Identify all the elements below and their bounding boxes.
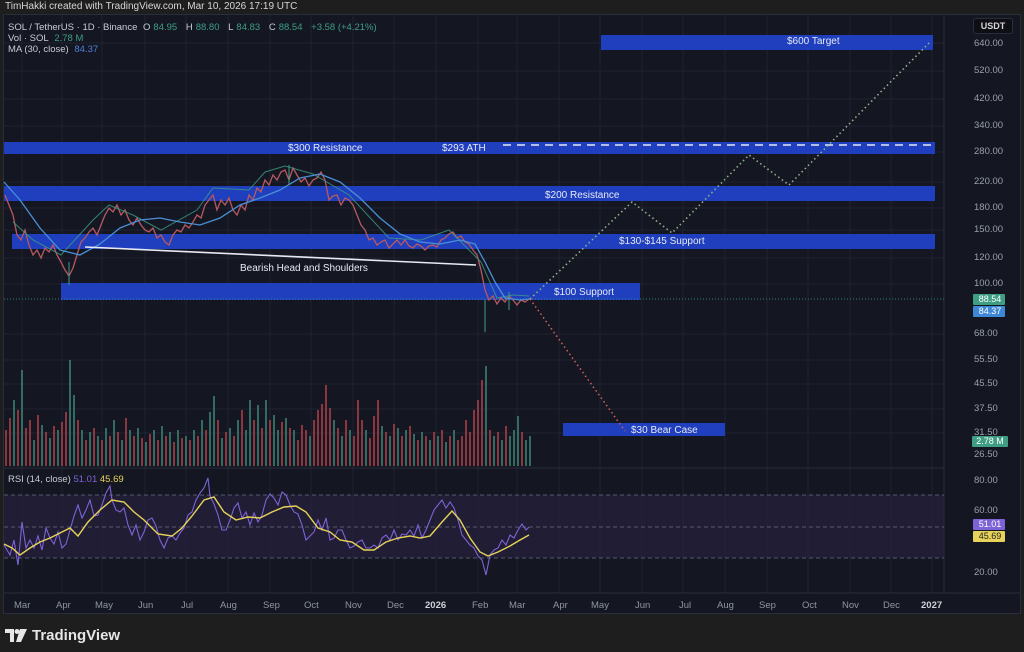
volume-tag: 2.78 M [976,436,1004,446]
rsi-value: 51.01 [73,474,98,485]
currency-button[interactable]: USDT [973,18,1013,34]
ma-row: MA (30, close) 84.37 [8,44,380,55]
zone-100-support [61,283,640,300]
tradingview-logo-text: TradingView [32,627,121,644]
rsi-ma-line [3,496,530,557]
volume-row: Vol · SOL 2.78 M [8,33,380,44]
label-300-resistance: $300 Resistance [288,143,363,154]
zone-200-resistance [4,186,935,201]
credit-text: TimHakki created with TradingView.com, M… [5,1,298,12]
rsi-label: RSI (14, close) [8,474,71,485]
tradingview-logo[interactable]: TradingView [5,627,120,644]
bear-projection-path [529,298,626,432]
volume-value: 2.78 M [54,33,84,44]
label-293-ath: $293 ATH [442,143,486,154]
price-axis[interactable]: 640.00 520.00 420.00 340.00 280.00 220.0… [974,38,1004,578]
label-130-145-support: $130-$145 Support [619,236,705,247]
label-200-resistance: $200 Resistance [545,190,620,201]
low-value: 84.83 [236,22,261,33]
rsi-legend[interactable]: RSI (14, close) 51.01 45.69 [8,474,124,485]
label-head-shoulders: Bearish Head and Shoulders [240,263,368,274]
volume-bars [5,360,531,466]
high-value: 88.80 [195,22,220,33]
change-value: +3.58 (+4.21%) [311,22,377,33]
tradingview-logo-icon [5,629,27,642]
rsi-ma-value: 45.69 [99,474,124,485]
head-shoulders-neckline [84,246,477,266]
ma-value: 84.37 [74,44,99,55]
ma-label: MA (30, close) [8,44,69,55]
zone-30-bear-case [563,423,725,436]
rsi-tag: 51.01 [978,519,1002,529]
label-600-target: $600 Target [787,36,840,47]
symbol-legend[interactable]: SOL / TetherUS · 1D · Binance O 84.95 H 88… [8,22,380,55]
bull-projection-path [529,41,931,300]
close-value: 88.54 [278,22,303,33]
last-price-tag: 88.54 [978,294,1002,304]
open-value: 84.95 [153,22,178,33]
price-candles [4,165,530,332]
ma-30-line [3,173,531,301]
zone-600-target [601,35,933,50]
rsi-ma-tag: 45.69 [978,531,1002,541]
label-100-support: $100 Support [554,287,615,298]
label-30-bear-case: $30 Bear Case [631,425,698,436]
zone-130-145-support [12,234,935,249]
ma-price-tag: 84.37 [978,306,1002,316]
symbol-name: SOL / TetherUS · 1D · Binance [8,22,138,33]
ohlc-row: SOL / TetherUS · 1D · Binance O 84.95 H 88… [8,22,377,33]
volume-label: Vol · SOL [8,33,49,44]
